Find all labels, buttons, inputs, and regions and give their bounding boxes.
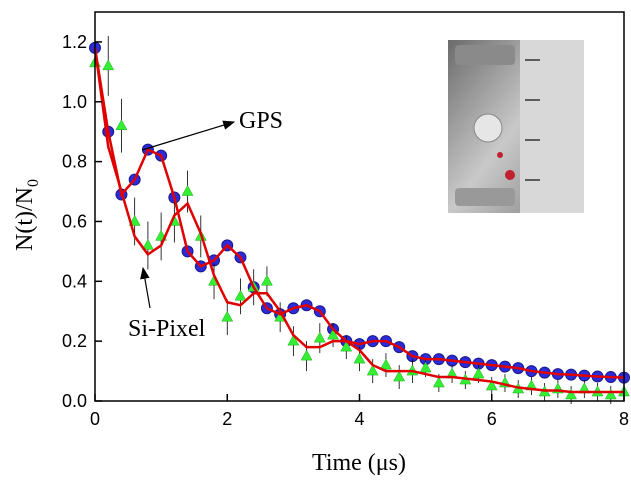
annotation-arrow: [140, 266, 151, 309]
annotation-arrow: [141, 120, 236, 151]
si-point: [115, 119, 128, 130]
si-point: [380, 358, 392, 370]
si-point: [287, 334, 300, 346]
y-tick-label: 0.8: [62, 152, 87, 172]
si-point: [565, 388, 578, 400]
si-point: [102, 59, 115, 71]
si-point: [472, 367, 485, 379]
x-tick-label: 8: [619, 409, 629, 429]
x-tick-label: 4: [354, 409, 364, 429]
x-tick-label: 6: [487, 409, 497, 429]
annotation: GPS: [239, 108, 283, 134]
si-point: [327, 328, 339, 340]
si-point: [234, 289, 247, 301]
si-point: [313, 331, 326, 343]
si-point: [353, 352, 366, 364]
si-point: [604, 388, 617, 400]
annotation: Si-Pixel: [128, 316, 206, 342]
y-label-main: N(t)/N: [12, 187, 38, 251]
si-point: [340, 340, 353, 352]
inset-photo: [448, 40, 584, 213]
fit-line: [93, 47, 625, 379]
y-tick-label: 0.4: [62, 271, 87, 291]
si-point: [261, 274, 273, 286]
y-label-sub: 0: [25, 179, 42, 187]
y-tick-label: 1.0: [62, 92, 87, 112]
si-point: [432, 376, 445, 388]
si-point: [485, 379, 498, 391]
si-point: [419, 361, 432, 373]
si-point: [221, 310, 234, 322]
y-tick-label: 0.6: [62, 211, 87, 231]
y-tick-label: 1.2: [62, 32, 87, 52]
si-point: [181, 185, 194, 196]
si-point: [393, 370, 406, 382]
si-point: [366, 364, 379, 376]
x-tick-label: 2: [222, 409, 232, 429]
si-point: [141, 238, 154, 250]
fit-line: [93, 47, 624, 394]
y-tick-label: 0.2: [62, 331, 87, 351]
y-tick-label: 0.0: [62, 391, 87, 411]
y-axis-label: N(t)/N0: [12, 179, 42, 251]
si-point: [300, 349, 313, 361]
x-axis-label: Time (μs): [312, 450, 406, 476]
x-tick-label: 0: [90, 409, 100, 429]
